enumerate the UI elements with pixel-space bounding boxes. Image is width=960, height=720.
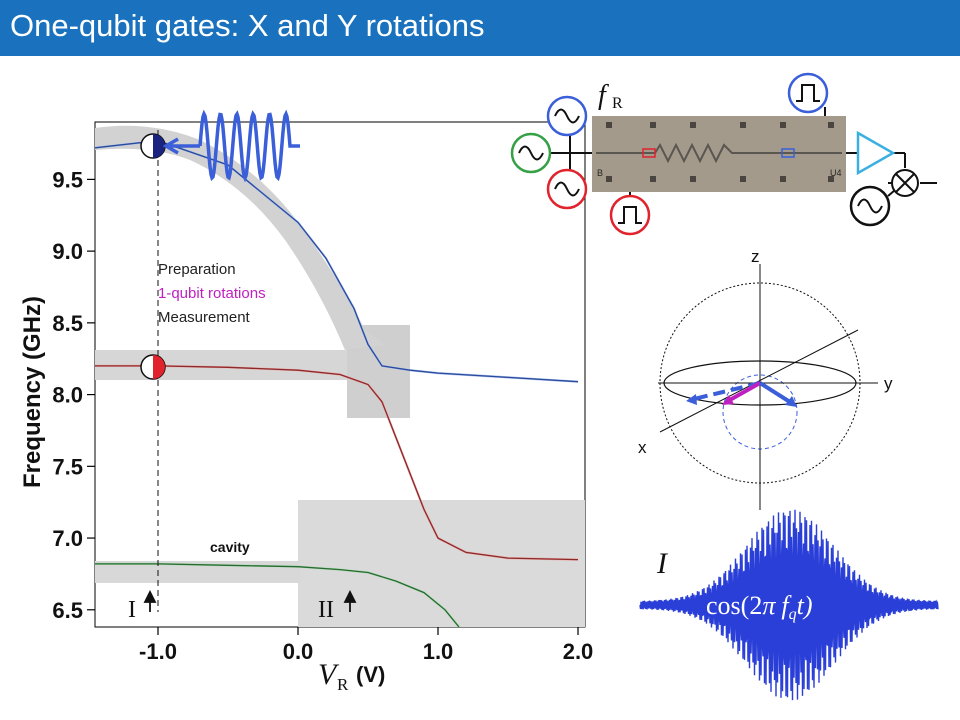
x-axis xyxy=(659,329,859,433)
spectroscopy-chart: -1.0 0.0 1.0 2.06.57.07.58.08.59.09.5 I II … xyxy=(19,109,593,694)
y-tick-label: 9.0 xyxy=(52,239,83,264)
bloch-x-label: x xyxy=(638,438,647,457)
state-vector-blue xyxy=(758,381,792,404)
x-axis-unit: (V) xyxy=(356,662,385,687)
cavity-label: cavity xyxy=(210,539,250,555)
sine-source-lo-icon xyxy=(849,185,891,227)
sine-source-green-icon xyxy=(510,132,552,174)
pulse-source-red-icon xyxy=(609,194,651,236)
x-axis-symbol: V xyxy=(318,658,340,691)
state-vector-magenta xyxy=(727,381,761,403)
circuit-label-subscript: R xyxy=(612,95,623,112)
pulse-source-blue-icon xyxy=(787,72,829,114)
x-tick-label: -1.0 xyxy=(139,639,177,664)
y-tick-label: 9.5 xyxy=(52,167,83,192)
y-tick-label: 7.5 xyxy=(52,454,83,479)
lo-wire xyxy=(887,189,896,197)
title-bar: One-qubit gates: X and Y rotations xyxy=(0,0,960,56)
x-tick-label: 0.0 xyxy=(283,639,314,664)
formula-sub: q xyxy=(789,606,797,623)
x-axis-subscript: R xyxy=(337,675,349,694)
formula-prefix: cos(2 xyxy=(706,591,762,620)
y-tick-label: 7.0 xyxy=(52,526,83,551)
chip-label-right: U4 xyxy=(830,168,842,178)
circuit-diagram: B U4 xyxy=(510,72,937,236)
x-tick-label: 2.0 xyxy=(563,639,594,664)
circuit-label-symbol: f xyxy=(598,80,609,111)
state-arrowhead-magenta xyxy=(722,395,734,405)
axes: -1.0 0.0 1.0 2.0 6.5 7.0 7.5 8.0 8.5 9.0 9.5 xyxy=(52,167,593,664)
pulse-label: I xyxy=(656,547,669,580)
noise-band-blue xyxy=(95,125,385,350)
arrow-i xyxy=(143,589,157,612)
x-tick-label: 1.0 xyxy=(423,639,454,664)
chip-resonator xyxy=(596,142,842,164)
y-tick-label: 8.5 xyxy=(52,311,83,336)
series-line-1 xyxy=(95,365,579,561)
sine-source-red-icon xyxy=(546,168,588,210)
legend-rotations: 1-qubit rotations xyxy=(158,285,266,302)
mixer-icon xyxy=(891,169,919,197)
formula-f: f xyxy=(781,591,792,620)
drive-pulse-wave xyxy=(198,109,300,183)
state-arrowhead-blue xyxy=(785,396,797,407)
drive-arrow-icon xyxy=(162,137,200,155)
sine-source-blue-icon xyxy=(546,95,588,137)
formula-suffix: t) xyxy=(797,591,813,620)
qubit-state-lower-icon xyxy=(140,354,166,380)
state-vector-dashed xyxy=(689,381,761,402)
gaussian-pulse: I cos(2π fqt) xyxy=(639,509,939,701)
bloch-sphere: z y x xyxy=(638,247,893,510)
amplifier-icon xyxy=(856,130,896,176)
formula-pi: π xyxy=(762,591,776,620)
arrow-ii xyxy=(343,589,357,612)
legend-measurement: Measurement xyxy=(158,309,251,326)
state-arrowhead-dashed xyxy=(686,394,697,405)
pulse-waveform xyxy=(639,509,939,701)
qubit-state-upper-icon xyxy=(140,133,166,159)
y-tick-label: 8.0 xyxy=(52,383,83,408)
chip-label-left: B xyxy=(597,168,603,178)
chip-qubit-right xyxy=(781,148,795,158)
pulse-formula: cos(2π fqt) xyxy=(706,591,812,623)
y-axis-label: Frequency (GHz) xyxy=(19,296,46,488)
bloch-z-label: z xyxy=(751,247,760,266)
series-line-2 xyxy=(95,563,460,627)
slide-title: One-qubit gates: X and Y rotations xyxy=(10,8,485,43)
legend-preparation: Preparation xyxy=(158,261,236,278)
bloch-y-label: y xyxy=(884,374,893,393)
marker-i-label: I xyxy=(128,597,136,623)
marker-ii-label: II xyxy=(318,597,334,623)
chip-qubit-left xyxy=(642,148,656,158)
chip-pads xyxy=(606,122,834,182)
y-tick-label: 6.5 xyxy=(52,598,83,623)
noise-bands xyxy=(95,125,585,627)
